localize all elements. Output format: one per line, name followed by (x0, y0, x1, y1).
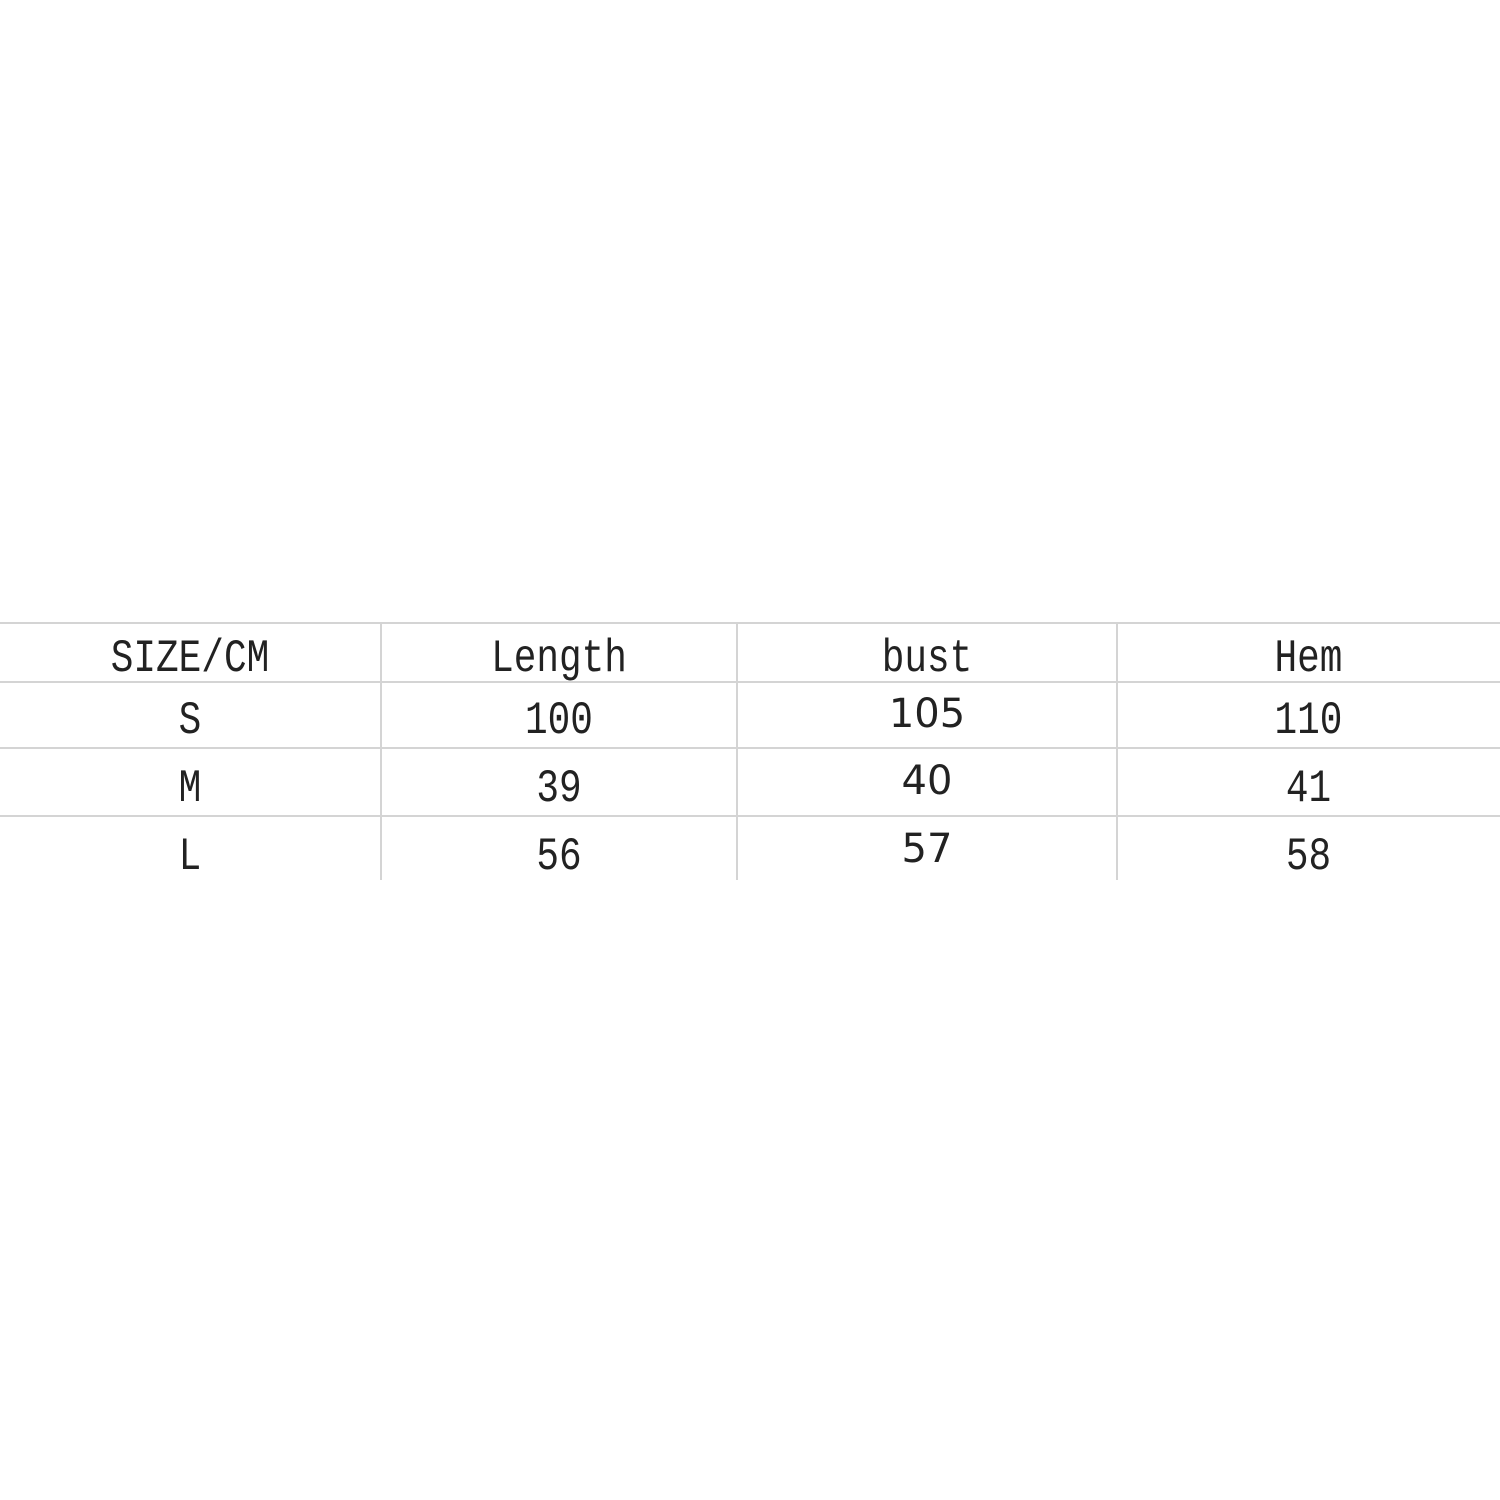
table-cell-hem: 41 (1285, 763, 1332, 815)
table-border-top (0, 622, 1500, 624)
table-cell-size: L (178, 831, 202, 883)
table-column-divider (380, 623, 382, 880)
table-cell-size: S (178, 695, 202, 747)
table-row-divider (0, 681, 1500, 683)
header-hem: Hem (1274, 633, 1343, 685)
table-cell-size: M (178, 763, 202, 815)
table-cell-length: 100 (525, 695, 593, 747)
table-cell-hem: 110 (1274, 695, 1343, 747)
table-row-divider (0, 747, 1500, 749)
table-cell-bust: 40 (901, 758, 953, 804)
table-cell-bust: 105 (888, 691, 966, 737)
table-cell-length: 56 (536, 831, 582, 883)
header-bust: bust (881, 633, 973, 685)
table-column-divider (736, 623, 738, 880)
table-cell-bust: 57 (901, 826, 953, 872)
table-column-divider (1116, 623, 1118, 880)
table-row-divider (0, 815, 1500, 817)
header-size: SIZE/CM (110, 633, 270, 685)
header-length: Length (491, 633, 627, 685)
table-cell-length: 39 (536, 763, 582, 815)
table-cell-hem: 58 (1285, 831, 1332, 883)
